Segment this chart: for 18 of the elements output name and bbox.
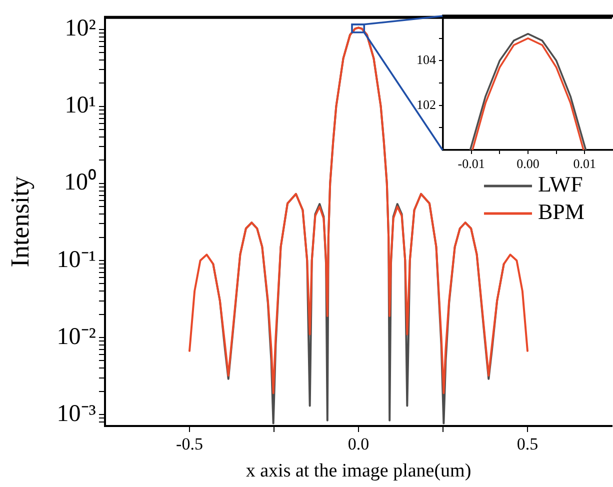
y-tick-label: 10¹ [64,92,96,119]
x-tick-label: 0.01 [573,156,596,172]
x-tick-label: 0.00 [516,156,540,172]
y-tick-label: 104 [416,52,436,68]
y-tick-label: 10⁻¹ [56,246,96,273]
x-tick-label: -0.01 [458,156,485,172]
y-tick-label: 10² [64,16,96,42]
y-axis-title: Intensity [5,176,34,268]
y-tick-label: 10⁰ [64,168,96,196]
y-tick-label: 102 [416,96,436,112]
x-tick-label: -0.5 [176,434,203,454]
x-tick-label: 0.0 [348,434,370,454]
legend-label: BPM [538,199,584,224]
x-axis-title: x axis at the image plane(um) [246,460,472,482]
y-tick-label: 10⁻² [56,324,96,350]
y-tick-label: 10⁻³ [56,400,96,427]
legend-label: LWF [538,172,583,197]
x-tick-label: 0.5 [516,434,538,454]
